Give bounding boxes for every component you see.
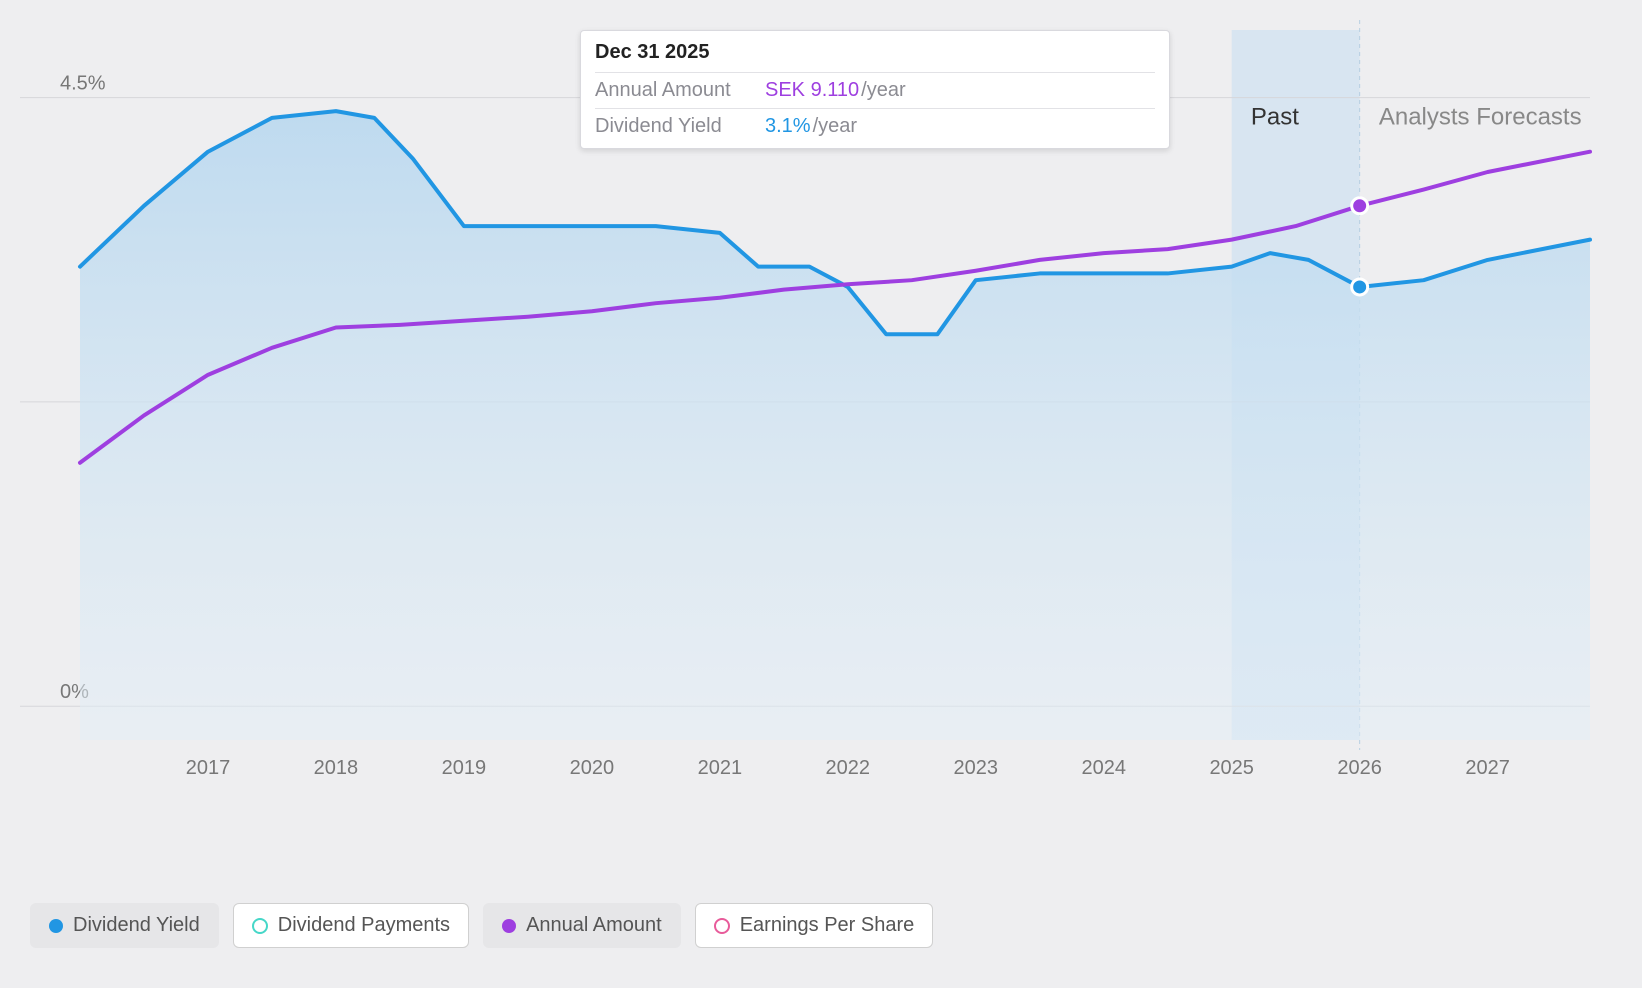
svg-text:2024: 2024 xyxy=(1081,757,1126,779)
svg-text:4.5%: 4.5% xyxy=(60,73,106,95)
circle-icon xyxy=(49,919,63,933)
svg-text:2026: 2026 xyxy=(1337,757,1382,779)
legend-label: Dividend Yield xyxy=(73,914,200,937)
legend-label: Dividend Payments xyxy=(278,914,450,937)
chart-legend: Dividend Yield Dividend Payments Annual Am… xyxy=(30,903,933,948)
svg-text:2027: 2027 xyxy=(1465,757,1510,779)
circle-icon xyxy=(502,919,516,933)
svg-text:2025: 2025 xyxy=(1209,757,1254,779)
legend-label: Annual Amount xyxy=(526,914,662,937)
svg-text:2017: 2017 xyxy=(186,757,231,779)
legend-item-dividend-payments[interactable]: Dividend Payments xyxy=(233,903,469,948)
tooltip-row-yield: Dividend Yield 3.1% /year xyxy=(595,108,1155,144)
tooltip-row-annual: Annual Amount SEK 9.110 /year xyxy=(595,72,1155,108)
legend-item-annual-amount[interactable]: Annual Amount xyxy=(483,903,681,948)
svg-text:2019: 2019 xyxy=(442,757,487,779)
svg-text:2022: 2022 xyxy=(826,757,871,779)
ring-icon xyxy=(252,918,268,934)
svg-text:2018: 2018 xyxy=(314,757,359,779)
svg-text:Past: Past xyxy=(1251,104,1299,131)
legend-item-earnings-per-share[interactable]: Earnings Per Share xyxy=(695,903,934,948)
ring-icon xyxy=(714,918,730,934)
legend-item-dividend-yield[interactable]: Dividend Yield xyxy=(30,903,219,948)
svg-text:2023: 2023 xyxy=(954,757,999,779)
legend-label: Earnings Per Share xyxy=(740,914,915,937)
svg-text:Analysts Forecasts: Analysts Forecasts xyxy=(1379,104,1582,131)
chart-tooltip: Dec 31 2025 Annual Amount SEK 9.110 /yea… xyxy=(580,30,1170,149)
tooltip-date: Dec 31 2025 xyxy=(595,41,1155,64)
svg-text:2021: 2021 xyxy=(698,757,743,779)
svg-text:2020: 2020 xyxy=(570,757,615,779)
